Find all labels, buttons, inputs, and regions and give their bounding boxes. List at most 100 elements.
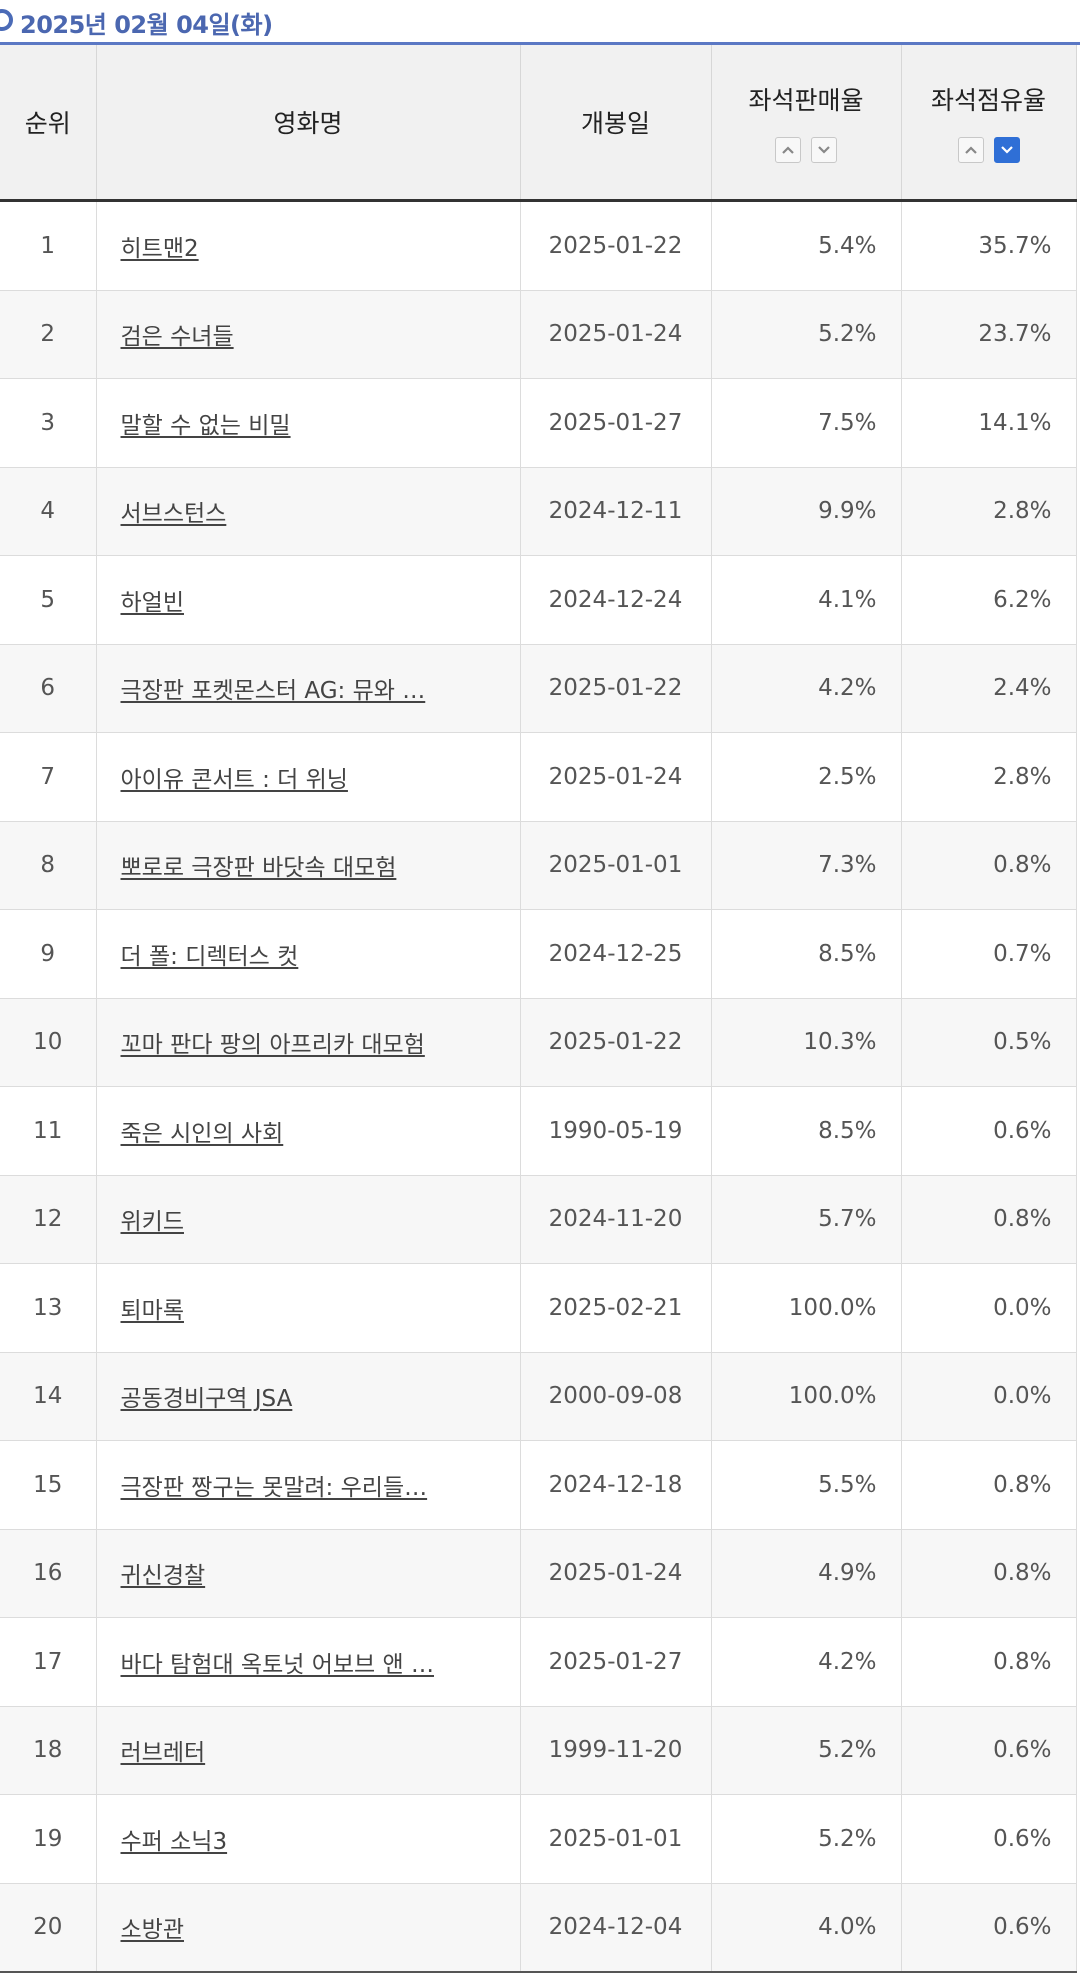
open-date-cell: 2025-02-21 xyxy=(520,1263,712,1353)
movie-title-link[interactable]: 극장판 짱구는 못말려: 우리들… xyxy=(120,1474,428,1501)
movie-title-link[interactable]: 하얼빈 xyxy=(120,589,184,616)
movie-title-link[interactable]: 히트맨2 xyxy=(120,235,199,262)
seat-share-cell: 0.6% xyxy=(901,1794,1077,1884)
movie-title-link[interactable]: 꼬마 판다 팡의 아프리카 대모험 xyxy=(120,1032,425,1059)
column-label-open-date: 개봉일 xyxy=(580,109,650,138)
rank-cell: 2 xyxy=(0,290,97,379)
table-row: 14 공동경비구역 JSA 2000-09-08 100.0% 0.0% xyxy=(0,1352,1077,1441)
seat-share-cell: 2.8% xyxy=(901,732,1077,822)
movie-title-link[interactable]: 더 폴: 디렉터스 컷 xyxy=(120,943,299,970)
sort-ascending-button[interactable] xyxy=(957,137,984,163)
seat-share-cell: 0.0% xyxy=(901,1352,1077,1441)
circle-icon xyxy=(0,9,13,31)
seat-sales-cell: 4.2% xyxy=(711,1617,902,1707)
title-cell: 러브레터 xyxy=(96,1706,521,1795)
date-bar: 2025년 02월 04일(화) xyxy=(0,0,1080,45)
movie-title-link[interactable]: 죽은 시인의 사회 xyxy=(120,1120,284,1147)
seat-share-cell: 0.7% xyxy=(901,909,1077,999)
seat-share-cell: 6.2% xyxy=(901,555,1077,645)
open-date-cell: 1999-11-20 xyxy=(520,1706,712,1795)
open-date-cell: 2025-01-01 xyxy=(520,1794,712,1884)
seat-share-cell: 0.6% xyxy=(901,1883,1077,1973)
rank-cell: 5 xyxy=(0,555,97,645)
open-date-cell: 2024-12-04 xyxy=(520,1883,712,1973)
column-header-open-date: 개봉일 xyxy=(520,45,712,202)
rank-cell: 20 xyxy=(0,1883,97,1973)
movie-title-link[interactable]: 위키드 xyxy=(120,1209,184,1236)
rank-cell: 3 xyxy=(0,378,97,468)
seat-share-cell: 0.6% xyxy=(901,1706,1077,1795)
title-cell: 뽀로로 극장판 바닷속 대모험 xyxy=(96,821,521,910)
seat-sales-cell: 5.7% xyxy=(711,1175,902,1264)
seat-share-cell: 0.0% xyxy=(901,1263,1077,1353)
movie-title-link[interactable]: 귀신경찰 xyxy=(120,1563,206,1590)
seat-sales-cell: 8.5% xyxy=(711,1086,902,1176)
seat-sales-cell: 4.2% xyxy=(711,644,902,733)
seat-share-cell: 0.6% xyxy=(901,1086,1077,1176)
chevron-up-icon xyxy=(964,146,977,154)
open-date-cell: 2024-12-11 xyxy=(520,467,712,556)
title-cell: 바다 탐험대 옥토넛 어보브 앤 … xyxy=(96,1617,521,1707)
column-header-title: 영화명 xyxy=(96,45,521,202)
open-date-cell: 2025-01-22 xyxy=(520,644,712,733)
table-row: 12 위키드 2024-11-20 5.7% 0.8% xyxy=(0,1175,1077,1264)
movie-title-link[interactable]: 뽀로로 극장판 바닷속 대모험 xyxy=(120,855,397,882)
table-row: 3 말할 수 없는 비밀 2025-01-27 7.5% 14.1% xyxy=(0,378,1077,468)
rank-cell: 9 xyxy=(0,909,97,999)
seat-sales-cell: 5.4% xyxy=(711,200,902,291)
rank-cell: 18 xyxy=(0,1706,97,1795)
rank-cell: 19 xyxy=(0,1794,97,1884)
seat-sales-cell: 7.3% xyxy=(711,821,902,910)
box-office-table: 순위 영화명 개봉일 좌석판매율 좌석점유율 xyxy=(0,45,1077,1973)
chevron-down-icon xyxy=(1000,146,1013,154)
open-date-cell: 1990-05-19 xyxy=(520,1086,712,1176)
column-label-title: 영화명 xyxy=(273,109,343,138)
movie-title-link[interactable]: 공동경비구역 JSA xyxy=(120,1386,293,1413)
column-label-seat-share: 좌석점유율 xyxy=(930,86,1046,115)
seat-sales-cell: 8.5% xyxy=(711,909,902,999)
movie-title-link[interactable]: 러브레터 xyxy=(120,1740,206,1767)
movie-title-link[interactable]: 아이유 콘서트 : 더 위닝 xyxy=(120,766,348,793)
title-cell: 극장판 짱구는 못말려: 우리들… xyxy=(96,1440,521,1530)
rank-cell: 13 xyxy=(0,1263,97,1353)
table-row: 7 아이유 콘서트 : 더 위닝 2025-01-24 2.5% 2.8% xyxy=(0,732,1077,822)
rank-cell: 6 xyxy=(0,644,97,733)
column-header-seat-sales: 좌석판매율 xyxy=(711,45,902,202)
seat-share-cell: 0.8% xyxy=(901,1529,1077,1618)
rank-cell: 7 xyxy=(0,732,97,822)
title-cell: 소방관 xyxy=(96,1883,521,1973)
movie-title-link[interactable]: 극장판 포켓몬스터 AG: 뮤와 … xyxy=(120,678,426,705)
table-row: 8 뽀로로 극장판 바닷속 대모험 2025-01-01 7.3% 0.8% xyxy=(0,821,1077,910)
movie-title-link[interactable]: 검은 수녀들 xyxy=(120,324,234,351)
chevron-up-icon xyxy=(782,146,794,154)
movie-title-link[interactable]: 수퍼 소닉3 xyxy=(120,1828,228,1855)
title-cell: 말할 수 없는 비밀 xyxy=(96,378,521,468)
sort-descending-button-active[interactable] xyxy=(993,137,1020,163)
title-cell: 히트맨2 xyxy=(96,200,521,291)
title-cell: 꼬마 판다 팡의 아프리카 대모험 xyxy=(96,998,521,1087)
open-date-cell: 2024-11-20 xyxy=(520,1175,712,1264)
sort-descending-button[interactable] xyxy=(811,137,837,163)
movie-title-link[interactable]: 서브스턴스 xyxy=(120,501,227,528)
table-header-row: 순위 영화명 개봉일 좌석판매율 좌석점유율 xyxy=(0,45,1077,202)
movie-title-link[interactable]: 말할 수 없는 비밀 xyxy=(120,412,291,439)
open-date-cell: 2024-12-18 xyxy=(520,1440,712,1530)
movie-title-link[interactable]: 퇴마록 xyxy=(120,1297,184,1324)
date-header: 2025년 02월 04일(화) xyxy=(20,11,273,39)
seat-sales-cell: 7.5% xyxy=(711,378,902,468)
rank-cell: 8 xyxy=(0,821,97,910)
column-header-rank: 순위 xyxy=(0,45,97,202)
title-cell: 검은 수녀들 xyxy=(96,290,521,379)
open-date-cell: 2025-01-22 xyxy=(520,200,712,291)
title-cell: 하얼빈 xyxy=(96,555,521,645)
title-cell: 극장판 포켓몬스터 AG: 뮤와 … xyxy=(96,644,521,733)
column-label-rank: 순위 xyxy=(24,109,71,138)
table-row: 13 퇴마록 2025-02-21 100.0% 0.0% xyxy=(0,1263,1077,1353)
sort-ascending-button[interactable] xyxy=(775,137,801,163)
movie-title-link[interactable]: 바다 탐험대 옥토넛 어보브 앤 … xyxy=(120,1651,434,1678)
seat-sales-cell: 100.0% xyxy=(711,1352,902,1441)
table-row: 16 귀신경찰 2025-01-24 4.9% 0.8% xyxy=(0,1529,1077,1618)
table-row: 20 소방관 2024-12-04 4.0% 0.6% xyxy=(0,1883,1077,1973)
table-row: 2 검은 수녀들 2025-01-24 5.2% 23.7% xyxy=(0,290,1077,379)
movie-title-link[interactable]: 소방관 xyxy=(120,1917,184,1944)
